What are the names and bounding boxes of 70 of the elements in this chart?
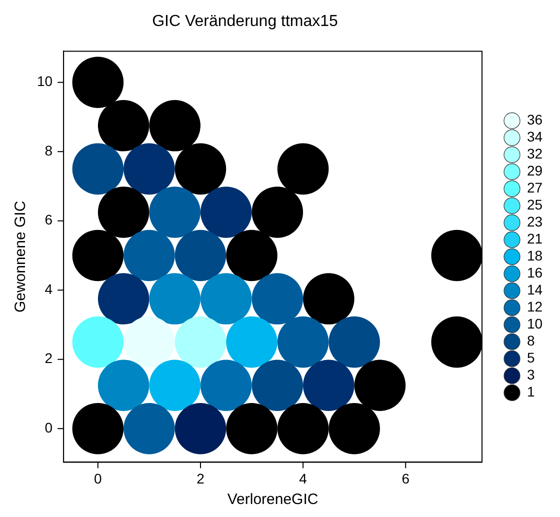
point (252, 273, 304, 324)
point (226, 402, 278, 454)
x-tick-label: 0 (94, 470, 102, 486)
color-bar-label: 12 (527, 298, 543, 315)
point (98, 186, 150, 238)
point (124, 143, 175, 195)
y-axis-title: Gewonnene GIC (12, 200, 30, 313)
color-bar-label: 32 (527, 146, 543, 162)
color-bar-label: 10 (527, 316, 543, 332)
color-bar-label: 1 (527, 384, 535, 400)
point (431, 230, 482, 282)
y-tick-label: 2 (44, 350, 53, 366)
color-bar-label: 21 (527, 230, 543, 247)
point (252, 360, 304, 411)
point (226, 316, 278, 368)
y-tick-label: 0 (44, 419, 53, 436)
point (200, 273, 252, 324)
x-tick-label: 4 (299, 470, 308, 486)
point (354, 360, 406, 411)
y-tick-label: 4 (44, 280, 53, 297)
point (72, 143, 124, 195)
point (149, 273, 200, 324)
point (98, 100, 150, 152)
point (277, 402, 329, 454)
point (72, 316, 124, 368)
point (328, 316, 380, 368)
point (200, 360, 252, 411)
x-tick-label: 6 (402, 470, 410, 486)
point (303, 273, 354, 324)
point (328, 402, 380, 454)
x-axis-title: VerloreneGIC (227, 491, 318, 508)
y-tick-label: 10 (36, 73, 53, 90)
point (277, 143, 329, 195)
point (149, 186, 200, 238)
y-tick-label: 8 (44, 142, 53, 158)
color-bar-label: 23 (527, 214, 543, 230)
point (124, 230, 175, 282)
point (124, 402, 175, 454)
color-bar-label: 16 (527, 264, 543, 281)
color-bar-label: 8 (527, 332, 535, 349)
point (98, 273, 150, 324)
point (174, 316, 226, 368)
color-bar-label: 18 (527, 248, 543, 264)
color-bar-label: 27 (527, 180, 543, 196)
chart-title: GIC Veränderung ttmax15 (152, 13, 338, 30)
color-bar-label: 34 (527, 128, 543, 145)
point (303, 360, 354, 411)
point (252, 186, 304, 238)
point (72, 402, 124, 454)
color-bar-label: 5 (527, 350, 535, 366)
x-tick-label: 2 (196, 470, 205, 486)
point (124, 316, 175, 368)
color-bar-label: 36 (527, 112, 543, 128)
color-bar-label: 29 (527, 162, 543, 179)
point (149, 360, 200, 411)
point (226, 230, 278, 282)
y-tick-label: 6 (44, 212, 53, 228)
point (200, 186, 252, 238)
point (277, 316, 329, 368)
point (72, 56, 124, 108)
point (98, 360, 150, 411)
point (174, 230, 226, 282)
color-bar-label: 25 (527, 196, 543, 213)
color-bar-label: 14 (527, 282, 543, 298)
point (174, 143, 226, 195)
point (72, 230, 124, 282)
point (149, 100, 200, 152)
point (174, 402, 226, 454)
color-bar-label: 3 (527, 366, 535, 383)
point (431, 316, 482, 368)
